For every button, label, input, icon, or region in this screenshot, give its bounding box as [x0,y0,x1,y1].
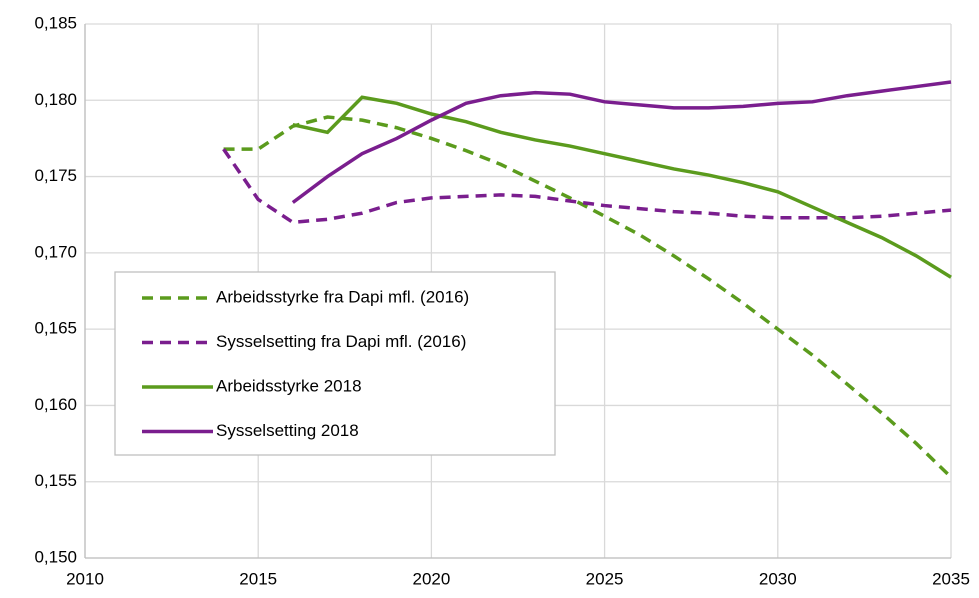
y-tick-label: 0,150 [34,547,77,566]
y-tick-label: 0,185 [34,13,77,32]
legend-box [114,271,556,456]
legend-label: Sysselsetting fra Dapi mfl. (2016) [216,332,466,351]
x-tick-label: 2020 [412,569,450,588]
series-line [222,148,952,225]
y-tick-label: 0,180 [34,90,77,109]
y-tick-label: 0,160 [34,395,77,414]
x-tick-label: 2025 [586,569,624,588]
series-line [291,80,952,204]
x-tick-label: 2010 [66,569,104,588]
y-tick-label: 0,155 [34,471,77,490]
y-tick-label: 0,175 [34,166,77,185]
y-tick-label: 0,165 [34,319,77,338]
series-line [223,115,953,479]
series-line [292,95,952,279]
x-tick-label: 2035 [932,569,970,588]
legend-label: Arbeidsstyrke fra Dapi mfl. (2016) [216,287,469,306]
legend-label: Sysselsetting 2018 [216,421,359,440]
x-tick-label: 2015 [239,569,277,588]
y-tick-label: 0,170 [34,242,77,261]
x-tick-label: 2030 [759,569,797,588]
legend-label: Arbeidsstyrke 2018 [216,376,362,395]
